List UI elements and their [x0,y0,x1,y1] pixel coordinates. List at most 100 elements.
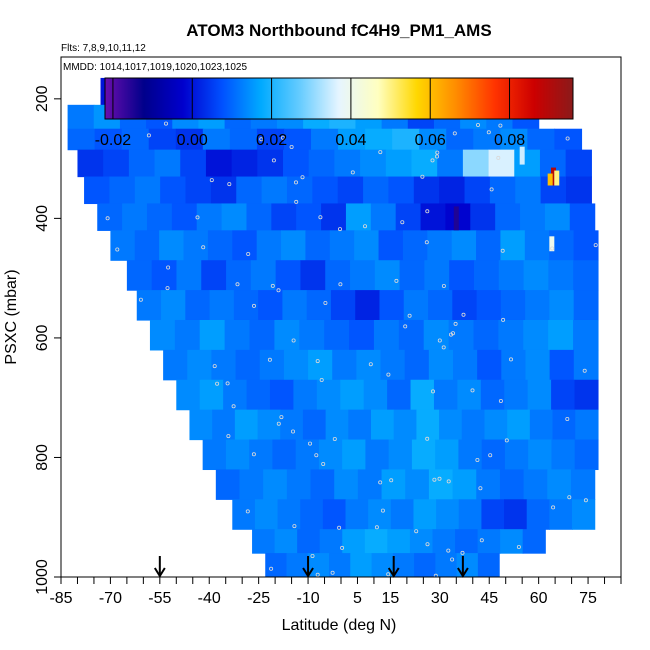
heatmap-cell [498,260,525,291]
sample-point [280,135,285,140]
heatmap-cell [280,409,304,441]
heatmap-cell [277,499,301,530]
heatmap-cell [300,499,324,530]
heatmap-cell [239,469,264,500]
heatmap-cell [250,260,277,291]
heatmap-cell [419,128,447,151]
heatmap-cell [121,128,150,151]
sample-point [500,248,505,253]
heatmap-cell [504,379,529,411]
sample-point [403,324,408,329]
heatmap-cell [185,176,212,205]
heatmap-cell [345,499,369,530]
heatmap-cell [549,290,575,321]
heatmap-cell [424,260,450,291]
sample-point [453,321,458,326]
heatmap-cell [134,230,160,261]
heatmap-cell [271,203,297,231]
sample-point [337,525,342,530]
heatmap-cell [215,469,241,500]
heatmap-cell [461,409,486,441]
heatmap-cell [263,469,288,500]
sample-point [276,288,281,293]
heatmap-cell [154,149,181,178]
heatmap-cell [246,379,271,411]
sample-point [450,331,455,336]
heatmap-cell [318,439,343,471]
heatmap-cell [573,260,599,291]
latitude-arrow [387,556,400,578]
heatmap-cell [109,176,136,205]
heatmap-cell [205,149,233,178]
heatmap-cell [350,260,376,291]
heatmap-cell [428,290,453,321]
heatmap-cell [185,290,211,321]
sample-point [386,372,391,377]
colorbar-gradient [104,77,574,120]
heatmap-cell [299,319,325,351]
heatmap-cell [476,230,502,261]
sample-point [420,174,425,179]
sample-point [362,224,367,229]
heatmap-cell [283,349,309,381]
sample-point [300,175,305,180]
sample-point [319,377,324,382]
heatmap-cell [337,176,364,205]
sample-point [430,389,435,394]
latitude-arrow [153,556,166,578]
heatmap-layer [67,77,599,577]
heatmap-cell [259,349,285,381]
colorbar-tick-label: 0.08 [494,132,525,149]
heatmap-cell [363,379,388,411]
heatmap-cell [522,529,546,554]
heatmap-cell [305,230,331,261]
sample-point [460,550,465,555]
heatmap-cell [234,409,259,441]
heatmap-cell [126,260,153,291]
heatmap-cell [202,439,227,471]
sample-point [310,554,315,559]
sample-point [434,154,439,159]
heatmap-cell [183,230,209,261]
heatmap-cell [544,203,571,231]
heatmap-cell [122,203,148,231]
heatmap-cell [134,176,161,205]
heatmap-cell [257,409,281,441]
sample-point [582,368,587,373]
heatmap-cell [526,499,550,530]
heatmap-cell [498,319,524,351]
heatmap-cell [365,439,390,471]
heatmap-cell [246,203,272,231]
y-tick-label: 400 [34,205,51,232]
heatmap-cell [523,260,549,291]
heatmap-cell [399,260,425,291]
heatmap-cell [574,439,599,471]
heatmap-cell [176,379,201,411]
heatmap-cell [160,176,187,205]
heatmap-cell [551,379,576,411]
x-tick-label: -10 [296,590,319,607]
heatmap-cell [476,469,501,500]
heatmap-cell [548,260,574,291]
heatmap-cell [340,379,365,411]
sample-point [374,525,379,530]
y-tick-label: 1000 [34,559,51,595]
heatmap-cell [221,203,248,231]
sample-point [565,416,570,421]
heatmap-cell [363,176,390,205]
sample-point [565,136,570,141]
sample-point [350,170,355,175]
x-tick-label: -55 [148,590,171,607]
heatmap-cell [322,499,347,530]
sample-point [470,388,475,393]
sample-point [226,434,231,439]
sample-point [270,283,275,288]
y-tick-label: 600 [34,324,51,351]
sample-point [138,297,143,302]
heatmap-cell [500,230,526,261]
heatmap-cell [435,553,458,577]
heatmap-cell [110,230,136,261]
sample-point [498,398,503,403]
sample-point [201,245,206,250]
sample-point [251,303,256,308]
